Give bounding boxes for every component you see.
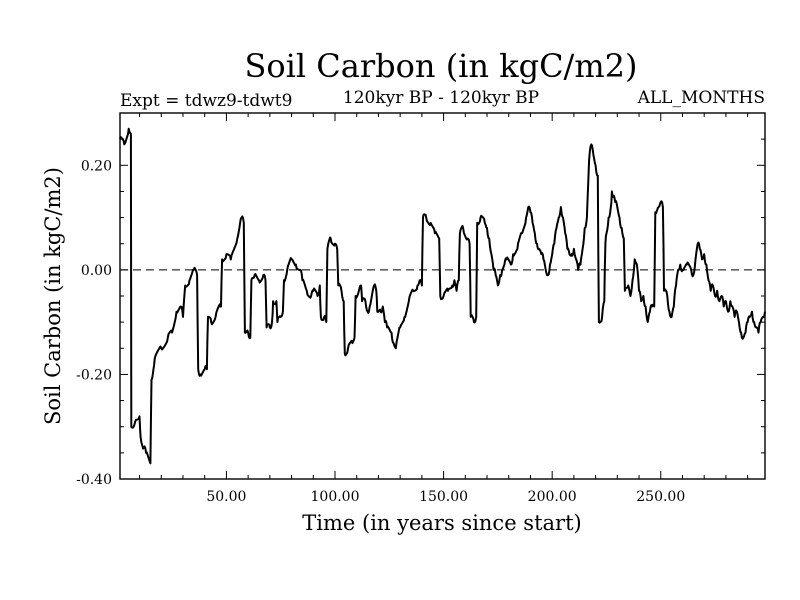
y-tick-label: 0.00 xyxy=(81,263,112,279)
x-tick-label: 250.00 xyxy=(636,489,685,505)
x-tick-label: 150.00 xyxy=(419,489,468,505)
x-tick-label: 200.00 xyxy=(528,489,577,505)
y-tick-label: -0.20 xyxy=(76,367,112,383)
y-tick-label: -0.40 xyxy=(76,472,112,488)
y-tick-labels: -0.40 -0.20 0.00 0.20 xyxy=(76,158,112,488)
chart-title: Soil Carbon (in kgC/m2) xyxy=(244,47,637,85)
x-axis-label: Time (in years since start) xyxy=(302,511,581,535)
y-axis-label: Soil Carbon (in kgC/m2) xyxy=(41,167,65,425)
axis-ticks xyxy=(120,112,765,480)
x-tick-label: 100.00 xyxy=(311,489,360,505)
months-label: ALL_MONTHS xyxy=(637,88,765,108)
y-tick-label: 0.20 xyxy=(81,158,112,174)
x-tick-labels: 50.00 100.00 150.00 200.00 250.00 xyxy=(206,489,685,505)
experiment-label: Expt = tdwz9-tdwt9 xyxy=(120,91,292,111)
chart-subtitle: 120kyr BP - 120kyr BP xyxy=(343,88,539,108)
x-tick-label: 50.00 xyxy=(206,489,246,505)
soil-carbon-series-line xyxy=(119,127,766,465)
